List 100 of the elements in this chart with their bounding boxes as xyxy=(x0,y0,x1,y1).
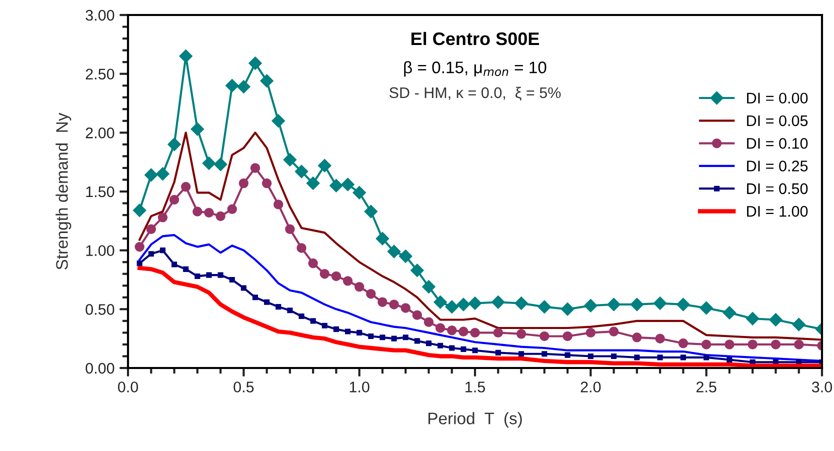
legend-label: DI = 0.50 xyxy=(747,183,808,194)
point xyxy=(285,224,295,234)
y-axis-title: Strength demand Ny xyxy=(56,112,72,270)
point xyxy=(240,285,246,291)
point xyxy=(134,242,144,252)
point xyxy=(206,272,212,278)
point xyxy=(607,298,620,312)
point xyxy=(472,348,478,354)
point xyxy=(653,296,667,310)
point xyxy=(700,301,713,315)
point xyxy=(769,313,782,326)
point xyxy=(746,312,760,326)
point xyxy=(722,306,736,320)
point xyxy=(655,334,665,344)
point xyxy=(318,159,332,172)
point xyxy=(495,350,501,356)
text: β = 0.15, μ$_{mon}$ = 10 xyxy=(404,61,546,77)
point xyxy=(168,138,181,152)
point xyxy=(748,340,758,350)
point xyxy=(424,317,434,327)
point xyxy=(492,296,505,309)
point xyxy=(726,356,732,363)
point xyxy=(562,331,572,342)
point xyxy=(136,260,142,266)
point xyxy=(148,251,154,257)
point xyxy=(333,326,339,332)
point xyxy=(342,276,353,286)
point xyxy=(132,204,146,217)
point xyxy=(227,204,237,214)
point xyxy=(260,74,274,88)
annotation: SD - HM, κ = 0.0, ξ = 5% xyxy=(389,86,561,101)
point xyxy=(387,244,401,258)
point xyxy=(402,334,408,340)
point xyxy=(422,280,436,294)
line-series xyxy=(137,266,822,368)
point xyxy=(470,328,480,338)
point xyxy=(516,329,526,339)
point xyxy=(611,353,617,360)
point xyxy=(701,340,712,350)
point xyxy=(412,310,422,320)
point xyxy=(584,299,598,312)
point xyxy=(588,353,594,360)
y-tick-label: 3.00 xyxy=(86,10,114,21)
point xyxy=(514,296,528,310)
point xyxy=(171,262,178,268)
point xyxy=(794,340,804,350)
point xyxy=(204,208,214,218)
point xyxy=(445,300,458,314)
point xyxy=(322,322,328,328)
point xyxy=(356,330,362,336)
point xyxy=(380,334,386,340)
point xyxy=(540,331,550,342)
point xyxy=(226,79,239,92)
point xyxy=(564,352,570,358)
point xyxy=(586,328,596,338)
point xyxy=(410,264,424,277)
point xyxy=(704,354,710,360)
legend-label: DI = 0.00 xyxy=(747,92,808,104)
point xyxy=(341,178,354,192)
point xyxy=(368,333,374,340)
point xyxy=(248,56,262,70)
point xyxy=(468,296,482,310)
point xyxy=(724,340,734,350)
y-tick-label: 2.50 xyxy=(86,68,114,80)
x-axis-title: Period T (s) xyxy=(428,412,522,428)
point xyxy=(678,338,688,348)
x-tick-label: 2.5 xyxy=(696,382,716,392)
point xyxy=(414,338,420,344)
point xyxy=(180,182,191,192)
point xyxy=(237,80,250,94)
point xyxy=(376,232,390,246)
point xyxy=(364,204,378,218)
point xyxy=(283,153,297,166)
point xyxy=(449,345,455,351)
point xyxy=(632,332,642,342)
point xyxy=(447,325,457,336)
point xyxy=(192,206,202,216)
point xyxy=(389,300,399,310)
point xyxy=(306,176,320,190)
point xyxy=(238,178,249,188)
point xyxy=(179,50,192,63)
point xyxy=(158,212,168,222)
point xyxy=(352,186,366,200)
point xyxy=(190,122,204,136)
point xyxy=(456,298,470,312)
point xyxy=(272,114,285,128)
y-tick-label: 1.50 xyxy=(86,186,114,198)
point xyxy=(680,354,686,360)
point xyxy=(262,178,272,188)
point xyxy=(320,269,330,279)
point xyxy=(264,299,270,305)
point xyxy=(308,258,318,268)
point xyxy=(298,313,304,320)
point xyxy=(426,340,432,346)
point xyxy=(229,276,235,283)
point xyxy=(657,354,663,360)
point xyxy=(274,200,284,210)
y-tick-label: 1.00 xyxy=(86,245,114,256)
point xyxy=(216,211,226,222)
point xyxy=(183,266,189,272)
